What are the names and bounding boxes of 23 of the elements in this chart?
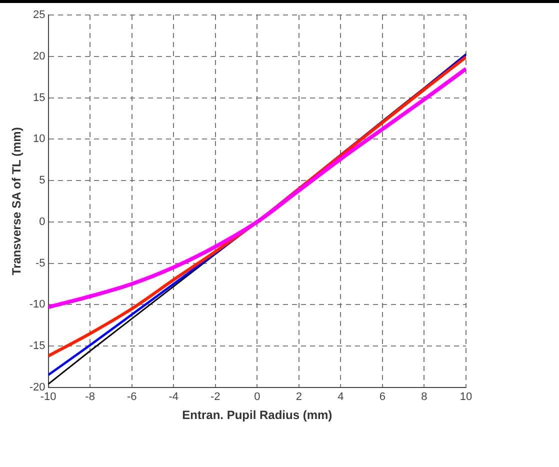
x-tick-label: 2: [296, 391, 302, 404]
y-tick-label: -5: [36, 257, 46, 270]
x-tick-label: -2: [210, 391, 220, 404]
x-tick-label: 10: [460, 391, 472, 404]
x-tick-label: 8: [421, 391, 428, 404]
y-tick-label: -20: [29, 381, 46, 394]
y-axis-title: Transverse SA of TL (mm): [10, 127, 24, 276]
y-tick-label: 5: [39, 174, 46, 187]
y-tick-label: 15: [33, 92, 46, 104]
y-tick-label: 10: [33, 133, 46, 146]
y-tick-label: -15: [29, 340, 46, 352]
x-tick-label: -8: [85, 391, 95, 404]
x-tick-label: 4: [338, 391, 344, 404]
x-tick-label: -4: [168, 391, 178, 404]
y-tick-label: 20: [33, 50, 46, 62]
x-axis-title: Entran. Pupil Radius (mm): [182, 408, 332, 422]
y-tick-label: 0: [39, 216, 46, 228]
y-tick-label: 25: [33, 9, 46, 22]
y-tick-label: -10: [29, 298, 46, 311]
x-tick-label: 6: [379, 391, 386, 404]
x-tick-label: -6: [126, 391, 137, 404]
line-series: [48, 66, 466, 310]
x-tick-label: 0: [254, 391, 260, 404]
